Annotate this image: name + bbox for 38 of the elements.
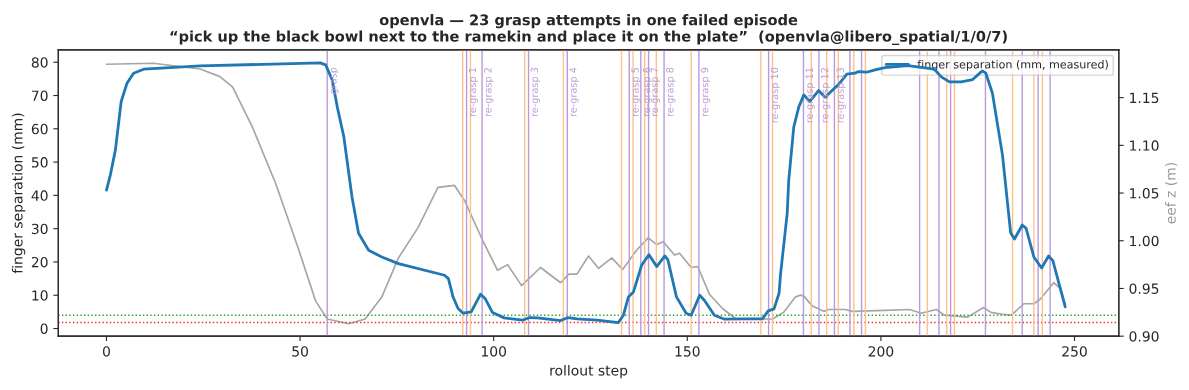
ref-line-label: re-grasp 10: [770, 67, 780, 123]
x-tick-label: 100: [481, 346, 507, 357]
y-tick-label: 20: [31, 256, 48, 268]
y-tick-label: 60: [31, 123, 48, 135]
y2-tick-label: 1.15: [1130, 92, 1159, 104]
x-tick-label: 150: [675, 346, 700, 357]
y2-tick-label: 1.05: [1130, 188, 1159, 199]
ref-line-label: re-grasp 11: [805, 67, 815, 123]
ref-line-label: re-grasp 8: [666, 67, 676, 117]
chart-title: openvla — 23 grasp attempts in one failed episode: [379, 14, 798, 29]
y-axis-title: finger separation (mm): [11, 113, 26, 274]
ref-line-label: re-grasp 9: [701, 67, 711, 117]
ref-line-label: re-grasp 5: [631, 67, 641, 117]
chart-subtitle: “pick up the black bowl next to the ramekin and place it on the plate” (openvla@libero_spatial/1/0/7): [170, 30, 1007, 46]
x-tick-label: 250: [1062, 346, 1087, 357]
x-axis-title: rollout step: [550, 364, 628, 379]
y2-tick-label: 0.95: [1129, 283, 1159, 294]
y-tick-label: 10: [32, 290, 48, 301]
y-tick-label: 40: [31, 190, 48, 201]
x-tick-label: 50: [292, 346, 308, 357]
ref-line-label: re-grasp 2: [484, 68, 494, 117]
ref-line-label: grasp: [331, 67, 339, 94]
y-tick-label: 50: [31, 157, 48, 168]
ref-line-label: re-grasp 12: [821, 68, 831, 123]
x-tick-label: 0: [102, 346, 110, 357]
ref-line-label: re-grasp 3: [530, 67, 540, 117]
y2-tick-label: 1.10: [1130, 140, 1159, 151]
ref-line-label: re-grasp 1: [468, 67, 478, 117]
y2-axis-title: eef z (m): [1165, 163, 1178, 224]
y-tick-label: 0: [40, 323, 48, 334]
y-tick-label: 70: [32, 90, 48, 101]
ref-line-label: re-grasp 4: [569, 67, 579, 117]
y2-tick-label: 0.90: [1129, 331, 1159, 342]
ref-line-label: re-grasp 13: [836, 67, 846, 123]
y-tick-label: 30: [31, 223, 48, 235]
y-tick-label: 80: [31, 57, 48, 68]
y2-tick-label: 1.00: [1130, 235, 1159, 247]
x-tick-label: 200: [868, 346, 894, 357]
